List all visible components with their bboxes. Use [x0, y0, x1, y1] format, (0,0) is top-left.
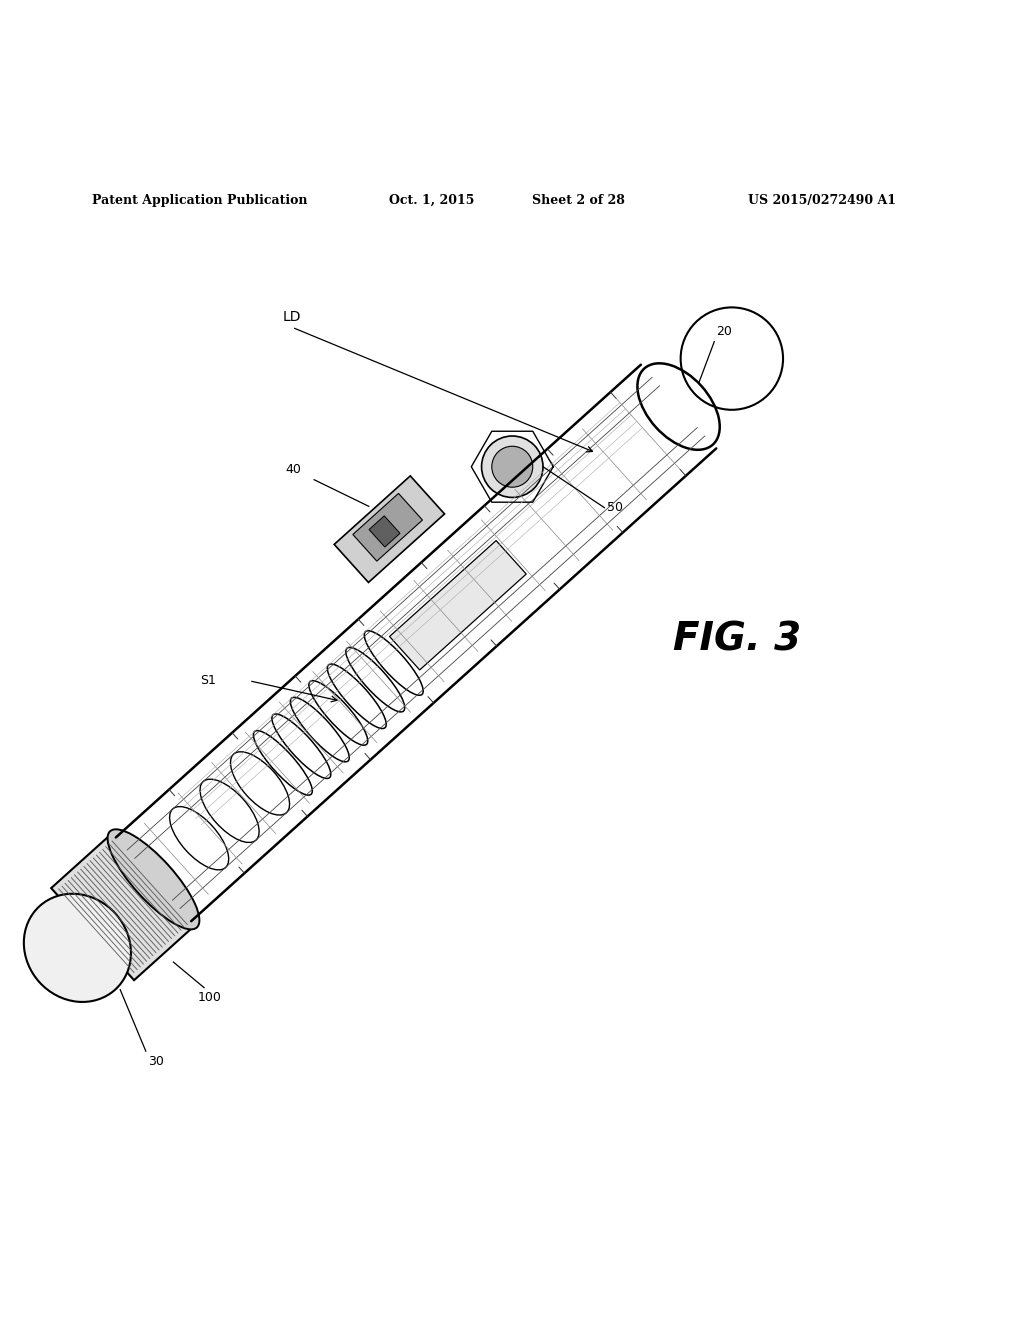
Polygon shape — [389, 541, 526, 671]
Ellipse shape — [24, 894, 131, 1002]
Text: Oct. 1, 2015: Oct. 1, 2015 — [389, 194, 474, 207]
Text: Sheet 2 of 28: Sheet 2 of 28 — [532, 194, 626, 207]
Text: S1: S1 — [200, 675, 216, 688]
Polygon shape — [51, 833, 195, 981]
Text: 40: 40 — [286, 463, 302, 477]
Text: LD: LD — [283, 310, 301, 323]
Ellipse shape — [440, 587, 462, 609]
Ellipse shape — [492, 446, 532, 487]
Ellipse shape — [108, 829, 200, 929]
Text: 30: 30 — [148, 1055, 164, 1068]
Polygon shape — [334, 477, 444, 582]
Text: 100: 100 — [198, 991, 221, 1005]
Text: FIG. 3: FIG. 3 — [673, 620, 802, 659]
Text: 20: 20 — [717, 325, 732, 338]
Polygon shape — [353, 494, 423, 561]
Polygon shape — [369, 516, 400, 546]
Ellipse shape — [454, 602, 475, 623]
Text: Patent Application Publication: Patent Application Publication — [92, 194, 307, 207]
Text: US 2015/0272490 A1: US 2015/0272490 A1 — [748, 194, 896, 207]
Text: 50: 50 — [606, 502, 623, 515]
Ellipse shape — [481, 436, 543, 498]
